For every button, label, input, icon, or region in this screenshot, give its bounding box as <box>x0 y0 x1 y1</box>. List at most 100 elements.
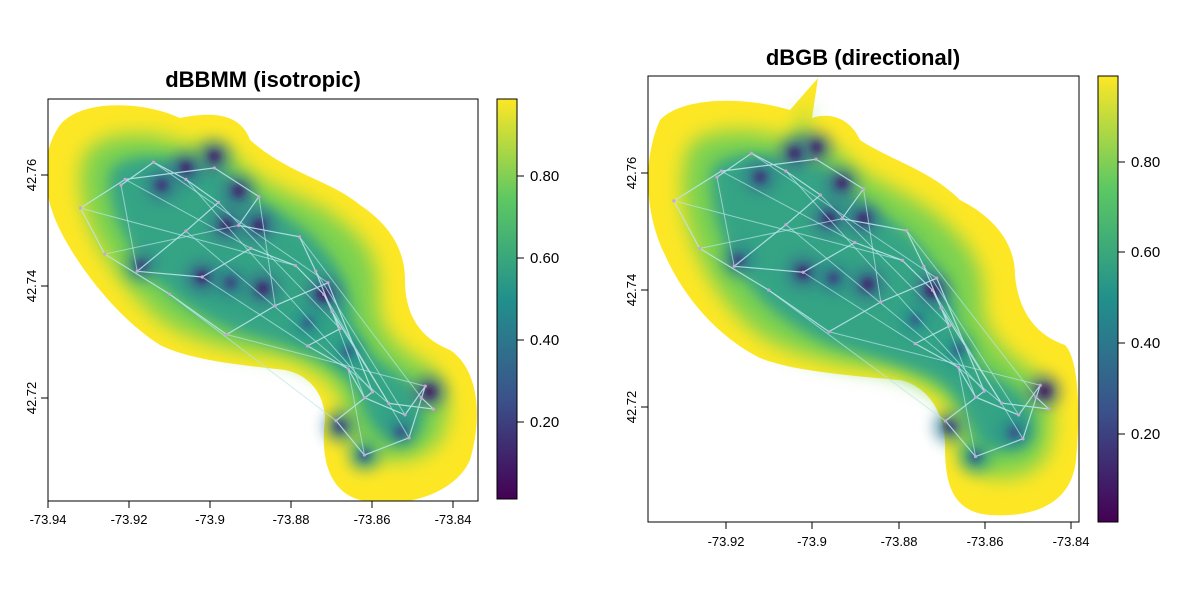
x-axis: -73.94 -73.92 -73.9 -73.88 -73.86 -73.84 <box>30 500 478 527</box>
x-tick-label: -73.9 <box>195 512 225 527</box>
track-segment <box>923 266 1020 416</box>
track-segment <box>957 367 977 457</box>
panel-dbgb: dBGB (directional) -73.92 -73.9 -73.88 -… <box>624 45 1160 549</box>
track-point <box>698 246 702 251</box>
track-point <box>930 288 935 292</box>
hotspot-core <box>754 171 767 184</box>
track-point <box>715 175 719 179</box>
track-segment <box>185 230 390 404</box>
hotspot-core <box>232 184 245 197</box>
track-point <box>135 269 139 273</box>
track-segment <box>331 311 365 398</box>
track-point <box>330 309 334 314</box>
colorbar-tick-label: 0.40 <box>530 332 559 349</box>
track-layer <box>672 151 1051 459</box>
chart-title: dBGB (directional) <box>766 45 960 70</box>
track-point <box>362 453 367 457</box>
hotspot-core <box>257 282 269 295</box>
track-point <box>123 177 127 181</box>
y-tick-label: 42.76 <box>624 157 639 190</box>
hotspot-core <box>1008 426 1021 439</box>
x-axis: -73.92 -73.9 -73.88 -73.86 -73.84 <box>648 521 1090 549</box>
track-point <box>719 169 723 173</box>
track-point <box>973 395 978 399</box>
track-point <box>306 344 310 348</box>
panel-dbbmm: dBBMM (isotropic) -73.94 -73.92 -73.9 -7… <box>24 67 559 527</box>
track-point <box>943 419 947 423</box>
colorbar-gradient <box>496 98 518 500</box>
track-point <box>1017 413 1021 417</box>
track-segment <box>185 179 373 393</box>
colorbar-tick-label: 0.20 <box>530 414 559 431</box>
track-segment <box>721 170 856 243</box>
y-tick-label: 42.74 <box>24 270 39 303</box>
track-point <box>151 160 156 164</box>
hotspot-core <box>342 345 355 358</box>
track-segment <box>785 170 985 392</box>
x-tick-label: -73.84 <box>435 512 472 527</box>
track-point <box>922 264 926 268</box>
hotspot-core <box>208 150 221 163</box>
track-point <box>1038 383 1042 387</box>
x-tick-label: -73.84 <box>1053 534 1090 549</box>
hotspot-core <box>861 278 874 291</box>
track-point <box>200 275 204 279</box>
track-point <box>827 330 831 334</box>
hotspot-core <box>952 343 965 356</box>
y-tick-label: 42.72 <box>24 382 39 415</box>
track-point <box>1047 407 1051 411</box>
track-segment <box>940 307 977 398</box>
track-segment <box>153 161 329 284</box>
colorbar: 0.20 0.40 0.60 0.80 <box>1097 75 1160 523</box>
track-segment <box>104 224 239 255</box>
track-point <box>184 177 188 181</box>
track-segment <box>347 368 365 456</box>
track-segment <box>201 276 308 347</box>
x-tick-label: -73.88 <box>273 512 310 527</box>
track-point <box>297 235 302 239</box>
track-point <box>948 324 952 328</box>
y-tick-label: 42.74 <box>624 274 639 307</box>
track-point <box>370 390 375 394</box>
track-point <box>322 292 326 296</box>
track-segment <box>751 152 938 279</box>
track-segment <box>169 293 337 421</box>
track-segment <box>315 271 406 416</box>
y-axis: 42.72 42.74 42.76 <box>624 76 649 522</box>
hotspot-layer <box>125 140 446 472</box>
hotspot-core <box>732 254 745 267</box>
track-point <box>103 252 107 256</box>
track-point <box>784 223 788 227</box>
track-segment <box>258 196 276 306</box>
x-tick-label: -73.86 <box>354 512 391 527</box>
track-point <box>326 281 330 285</box>
colorbar-tick-label: 0.60 <box>1131 244 1160 261</box>
track-segment <box>785 224 1002 404</box>
track-point <box>1034 395 1038 399</box>
track-point <box>935 276 939 280</box>
hotspot-core <box>835 177 848 190</box>
track-point <box>346 367 350 371</box>
track-segment <box>699 218 843 249</box>
track-point <box>249 246 253 250</box>
x-tick-label: -73.86 <box>967 534 1004 549</box>
track-segment <box>323 294 410 439</box>
track-point <box>119 183 123 187</box>
track-segment <box>124 178 252 249</box>
track-segment <box>863 188 882 303</box>
track-segment <box>906 230 1037 398</box>
track-point <box>403 413 407 417</box>
track-point <box>818 193 823 197</box>
track-point <box>423 384 427 388</box>
hotspot-core <box>909 313 922 326</box>
track-point <box>982 389 986 393</box>
colorbar-tick-label: 0.20 <box>1131 426 1160 443</box>
colorbar-tick-label: 0.80 <box>530 168 559 185</box>
x-tick-label: -73.9 <box>797 534 827 549</box>
colorbar: 0.20 0.40 0.60 0.80 <box>496 98 559 500</box>
track-line <box>673 152 1051 458</box>
x-tick-label: -73.92 <box>111 512 148 527</box>
track-point <box>224 332 229 337</box>
track-point <box>78 206 83 210</box>
